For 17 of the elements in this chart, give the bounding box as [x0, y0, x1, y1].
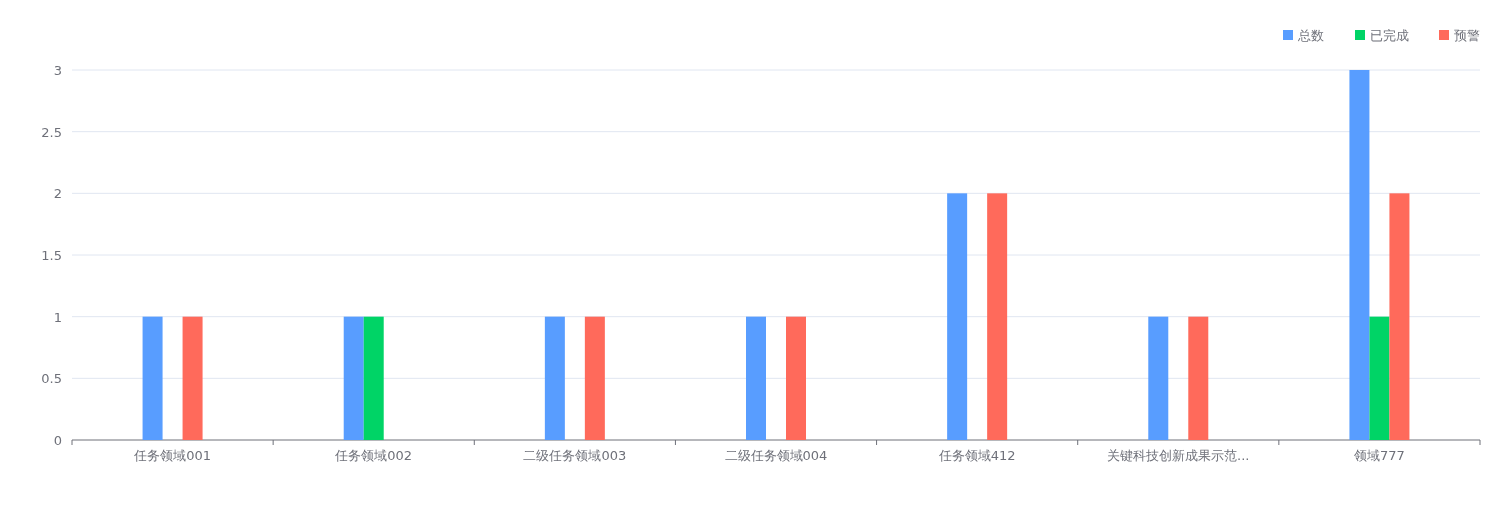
- y-tick-label: 1: [53, 309, 62, 325]
- x-tick-label: 关键科技创新成果示范...: [1107, 448, 1250, 463]
- y-tick-label: 2.5: [41, 124, 62, 140]
- y-tick-label: 0.5: [41, 371, 62, 387]
- x-tick-label: 二级任务领域004: [724, 448, 828, 463]
- y-tick-label: 3: [53, 63, 62, 78]
- x-tick-label: 领域777: [1354, 448, 1405, 463]
- x-tick-label: 任务领域412: [937, 448, 1016, 463]
- x-tick-label: 任务领域002: [334, 448, 413, 463]
- y-tick-label: 1.5: [41, 248, 62, 263]
- y-tick-label: 0: [53, 433, 62, 448]
- legend-label: 预警: [1454, 28, 1480, 43]
- x-tick-label: 二级任务领域003: [523, 448, 627, 463]
- y-tick-label: 2: [53, 186, 62, 202]
- legend-label: 已完成: [1370, 28, 1409, 43]
- x-tick-label: 任务领域001: [133, 448, 211, 463]
- legend-label: 总数: [1297, 28, 1324, 43]
